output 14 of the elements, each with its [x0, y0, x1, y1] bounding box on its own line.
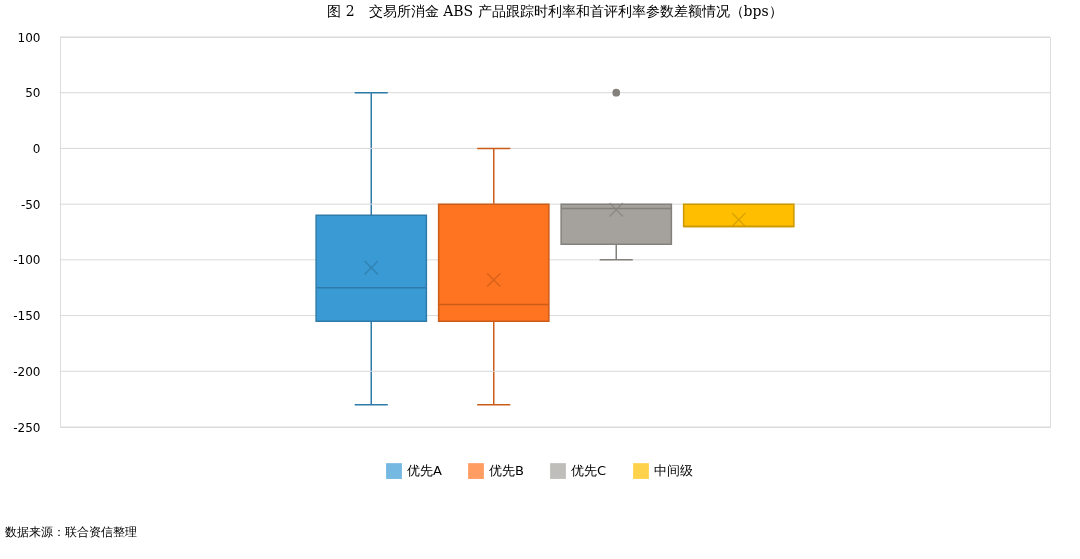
- y-tick-label: -150: [13, 309, 41, 324]
- y-tick-label: 100: [17, 30, 41, 45]
- legend-label: 优先A: [407, 463, 442, 479]
- y-tick-label: 0: [32, 141, 41, 156]
- legend-label: 优先B: [489, 463, 524, 479]
- legend-label: 优先C: [571, 463, 607, 479]
- source-note: 数据来源：联合资信整理: [5, 525, 137, 539]
- legend-label: 中间级: [654, 463, 693, 479]
- y-tick-label: -100: [13, 253, 41, 268]
- y-tick-label: -50: [20, 197, 41, 212]
- y-tick-label: -200: [13, 364, 41, 379]
- chart-title: 图 2 交易所消金 ABS 产品跟踪时利率和首评利率参数差额情况（bps）: [327, 3, 783, 19]
- y-tick-label: 50: [25, 86, 41, 101]
- y-tick-label: -250: [13, 420, 41, 435]
